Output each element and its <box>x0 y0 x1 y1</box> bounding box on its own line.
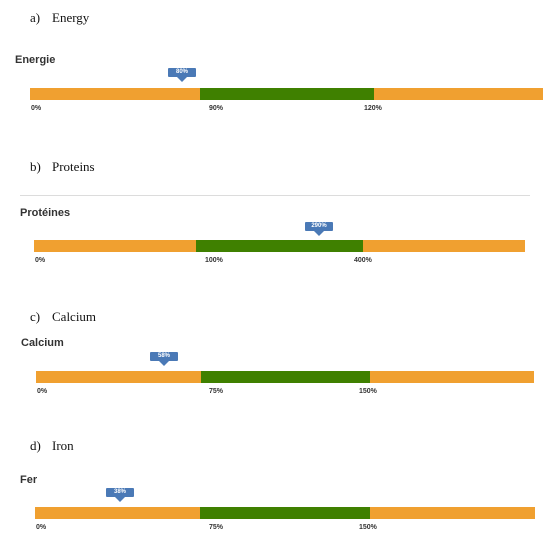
marker-pointer-icon <box>115 497 125 502</box>
gauge-bar-calcium <box>36 371 534 383</box>
caption-energy: a) Energy <box>30 10 89 26</box>
caption-letter: d) <box>30 438 41 453</box>
marker-value: 80% <box>168 68 196 77</box>
caption-title: Proteins <box>52 159 95 174</box>
target-range-proteins <box>196 240 363 252</box>
marker-pointer-icon <box>159 361 169 366</box>
caption-title: Energy <box>52 10 90 25</box>
caption-proteins: b) Proteins <box>30 159 95 175</box>
caption-letter: a) <box>30 10 41 25</box>
gauge-label-iron: Fer <box>20 474 38 486</box>
caption-title: Calcium <box>52 309 97 324</box>
tick-label: 75% <box>209 388 224 395</box>
target-range-energy <box>200 88 374 100</box>
tick-label: 400% <box>354 257 372 264</box>
caption-letter: b) <box>30 159 41 174</box>
caption-iron: d) Iron <box>30 438 74 454</box>
marker-value: 38% <box>106 488 134 497</box>
target-range-calcium <box>201 371 370 383</box>
marker-pointer-icon <box>314 231 324 236</box>
tick-label: 75% <box>209 524 224 531</box>
gauge-bar-proteins <box>34 240 525 252</box>
caption-letter: c) <box>30 309 41 324</box>
tick-label: 0% <box>36 524 47 531</box>
marker-value: 58% <box>150 352 178 361</box>
tick-label: 0% <box>31 105 42 112</box>
gauge-label-proteins: Protéines <box>20 207 71 219</box>
tick-label: 120% <box>364 105 382 112</box>
value-marker-calcium: 58% <box>150 352 178 366</box>
caption-calcium: c) Calcium <box>30 309 96 325</box>
value-marker-iron: 38% <box>106 488 134 502</box>
marker-pointer-icon <box>177 77 187 82</box>
gauge-label-calcium: Calcium <box>21 337 64 349</box>
tick-label: 100% <box>205 257 223 264</box>
value-marker-energy: 80% <box>168 68 196 82</box>
value-marker-proteins: 290% <box>305 222 333 236</box>
gauge-label-energy: Energie <box>15 54 56 66</box>
tick-label: 0% <box>37 388 48 395</box>
gauge-bar-iron <box>35 507 535 519</box>
caption-title: Iron <box>52 438 74 453</box>
gauge-bar-energy <box>30 88 543 100</box>
section-divider <box>20 195 530 196</box>
tick-label: 150% <box>359 524 377 531</box>
tick-label: 90% <box>209 105 224 112</box>
tick-label: 0% <box>35 257 46 264</box>
tick-label: 150% <box>359 388 377 395</box>
target-range-iron <box>200 507 370 519</box>
marker-value: 290% <box>305 222 333 231</box>
